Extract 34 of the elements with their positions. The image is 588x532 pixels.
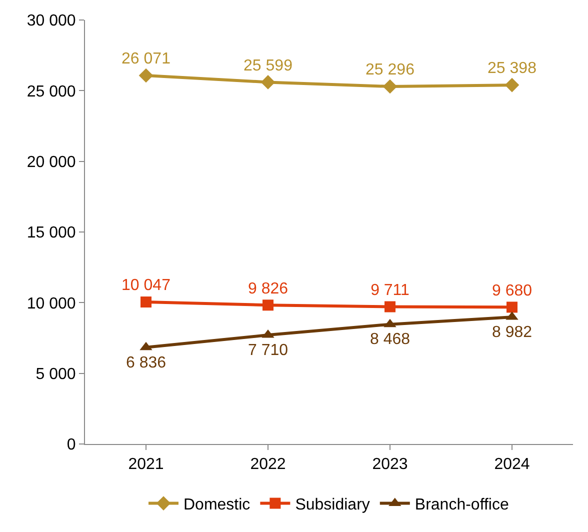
data-label: 25 398 [488,60,537,78]
x-tick-label: 2021 [128,456,164,474]
y-tick-label: 20 000 [26,154,76,171]
point [382,79,398,94]
point [140,296,152,308]
data-label: 10 047 [122,277,171,294]
y-tick-label: 5 000 [36,366,76,383]
point [138,68,154,83]
data-label: 9 680 [492,282,532,300]
y-tick-label: 25 000 [26,83,76,100]
data-label: 8 468 [370,331,410,348]
point [262,300,274,311]
data-label: 25 296 [366,62,415,79]
point [506,302,518,313]
y-tick-label: 15 000 [26,224,76,242]
x-tick-label: 2022 [250,456,286,474]
point [384,301,396,312]
legend-label: Branch-office [414,496,509,514]
x-tick-label: 2023 [372,456,408,474]
data-label: 9 711 [370,282,410,299]
data-label: 6 836 [126,354,166,372]
data-label: 25 599 [244,57,293,74]
legend-label: Domestic [184,496,250,514]
point [504,78,520,92]
y-tick-label: 0 [66,436,76,454]
data-label: 26 071 [122,50,171,68]
data-label: 9 826 [248,280,288,298]
point [260,75,276,90]
data-label: 8 982 [492,324,532,341]
y-tick-label: 30 000 [26,12,76,30]
data-label: 7 710 [248,342,288,359]
y-tick-label: 10 000 [26,295,76,312]
x-tick-label: 2024 [494,456,530,474]
legend-label: Subsidiary [295,496,370,514]
